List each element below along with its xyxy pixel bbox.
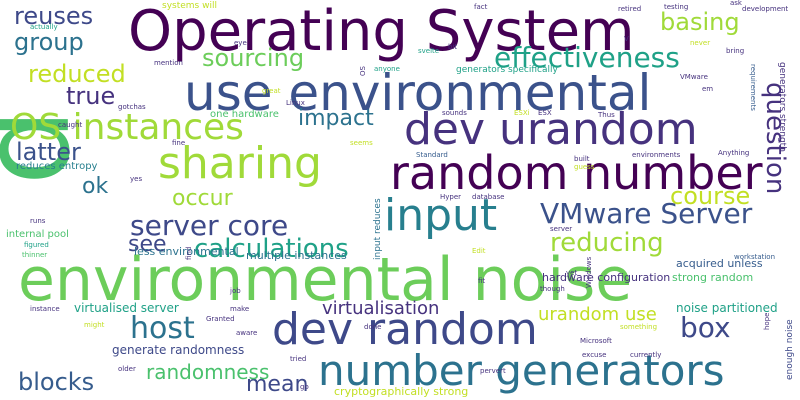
word-workstation: workstation [734, 254, 775, 261]
word-virtualisation: virtualisation [322, 300, 439, 318]
word-though: though [540, 286, 565, 293]
word-mention: mention [154, 60, 183, 67]
word-make: make [230, 306, 249, 313]
word-v: V [624, 36, 629, 43]
word-testing: testing [664, 4, 688, 11]
word-thinner: thinner [22, 252, 47, 259]
word-granted: Granted [206, 316, 235, 323]
word-group: group [14, 30, 84, 54]
word-server: server [550, 226, 572, 233]
word-input-reduces: input reduces [374, 198, 383, 260]
word-fact: fact [474, 4, 487, 11]
word-sounds: sounds [442, 110, 467, 117]
word-requirements: requirements [749, 64, 756, 111]
word-development: development [742, 6, 788, 13]
word-box: box [680, 314, 731, 342]
word-reducing: reducing [550, 230, 664, 256]
word-instance: instance [30, 306, 60, 313]
word-tried: tried [290, 356, 306, 363]
word-cryptographically-strong: cryptographically strong [334, 386, 468, 397]
word-older: older [118, 366, 136, 373]
word-basing: basing [660, 10, 740, 34]
word-enough-noise: enough noise [786, 319, 795, 380]
word-seems: seems [350, 140, 373, 147]
word-randomness: randomness [146, 362, 269, 382]
word-actually: actually [30, 24, 58, 31]
word-multiple-instances: multiple instances [246, 250, 347, 261]
word-sharing: sharing [158, 142, 322, 186]
word-great: great [262, 88, 281, 95]
word-hyper: Hyper [440, 194, 461, 201]
word-sourcing: sourcing [202, 46, 304, 70]
word-yes: yes [130, 176, 142, 183]
word-eye: eye [234, 40, 247, 47]
word-generators-strength: generators strength [777, 62, 786, 152]
word-hardware-configuration: hardware configuration [542, 272, 670, 283]
word-fit: fit [478, 278, 485, 285]
word-anyone: anyone [374, 66, 400, 73]
word-esxi: ESXi [514, 110, 530, 117]
word-standard: Standard [416, 152, 448, 159]
word-job: job [230, 288, 241, 295]
word-vmware: VMware [680, 74, 708, 81]
word-os: OS [360, 66, 367, 76]
word-em: em [702, 86, 713, 93]
word-never: never [690, 40, 710, 47]
word-occur: occur [172, 188, 233, 210]
word-linux: Linux [286, 100, 305, 107]
word-svelte: svelte [418, 48, 439, 55]
word-might: might [84, 322, 104, 329]
word-bit: bit [448, 44, 457, 51]
word-one-hardware: one hardware [210, 110, 279, 120]
word-built: built [574, 156, 590, 163]
word-figured: figured [24, 242, 49, 249]
word-go: go [300, 384, 309, 391]
word-runs: runs [30, 218, 45, 225]
word-esx: ESX [538, 110, 552, 117]
word-find: find [186, 247, 193, 260]
word-database: database [472, 194, 504, 201]
word-bring: bring [726, 48, 744, 55]
word-strong-random: strong random [672, 272, 753, 283]
word-environments: environments [632, 152, 680, 159]
word-pervert: pervert [480, 368, 506, 375]
word-host: host [130, 314, 195, 344]
word-excuse: excuse [582, 352, 606, 359]
word-currently: currently [630, 352, 661, 359]
word-retired: retired [618, 6, 641, 13]
word-ok: ok [82, 176, 108, 198]
word-caught: caught [58, 122, 82, 129]
word-microsoft: Microsoft [580, 338, 612, 345]
word-systems-will: systems will [162, 2, 217, 11]
word-blocks: blocks [18, 370, 94, 394]
word-fine: fine [172, 140, 185, 147]
word-virtualised-server: virtualised server [74, 302, 179, 314]
word-generate-randomness: generate randomness [112, 344, 244, 356]
word-aware: aware [236, 330, 257, 337]
word-guess: guess [574, 164, 594, 171]
word-generators-specifically: generators specifically [456, 66, 558, 75]
word-reduces-entropy: reduces entropy [16, 162, 97, 172]
word-internal-pool: internal pool [6, 230, 69, 240]
word-course: course [670, 184, 750, 208]
word-done: done [364, 324, 381, 331]
word-yet: yet [566, 270, 577, 277]
word-hope: hope [764, 313, 771, 330]
word-edit: Edit [472, 248, 486, 255]
word-gotchas: gotchas [118, 104, 146, 111]
word-something: something [620, 324, 657, 331]
word-ask: ask [730, 0, 742, 7]
word-true: true [66, 84, 115, 108]
word-anything: Anything [718, 150, 749, 157]
word-impact: impact [298, 108, 374, 130]
word-urandom-use: urandom use [538, 306, 657, 324]
word-thus: Thus [598, 112, 615, 119]
word-windows: Windows [586, 257, 593, 288]
